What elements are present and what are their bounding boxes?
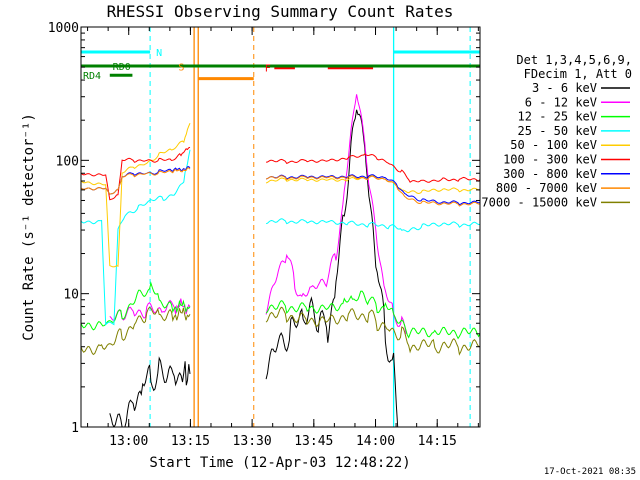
y-axis-label: Count Rate (s⁻¹ detector⁻¹): [21, 113, 37, 341]
legend-header-line-1: Det 1,3,4,5,6,9,: [516, 53, 632, 67]
legend: Det 1,3,4,5,6,9, FDecim 1, Att 0 3 - 6 k…: [481, 53, 632, 209]
series-line-12-25keV-kev-0: [81, 281, 191, 331]
series-line-100-300keV-kev-1: [265, 153, 480, 183]
plot-area: N S F RD0 RD4: [81, 27, 480, 427]
x-tick-label: 13:30: [233, 434, 272, 449]
legend-label: 25 - 50 keV: [518, 124, 597, 138]
legend-label: 7000 - 15000 keV: [481, 195, 597, 209]
chart-title: RHESSI Observing Summary Count Rates: [107, 2, 454, 21]
series-line-800-7000keV-kev-0: [81, 167, 191, 195]
series-line-6-12keV-kev-1: [265, 94, 407, 334]
axes: 13:00 13:15 13:30 13:45 14:00 14:15 1 10 100 1000: [48, 21, 480, 449]
x-tick-label: 14:00: [356, 434, 395, 449]
marker-label-s: S: [178, 63, 184, 74]
y-tick-label: 10: [63, 288, 79, 303]
series-line-7000-15000keV-kev-0: [81, 306, 191, 356]
series-line-25-50keV-kev-0: [81, 149, 191, 326]
marker-label-rd4: RD4: [83, 71, 101, 82]
marker-label-f: F: [265, 64, 271, 75]
x-tick-label: 13:45: [294, 434, 333, 449]
x-tick-label: 13:15: [171, 434, 210, 449]
legend-label: 50 - 100 keV: [510, 138, 597, 152]
y-tick-label: 1000: [48, 21, 79, 36]
series-line-3-6keV-kev-0: [109, 356, 191, 427]
series-line-12-25keV-kev-1: [265, 290, 480, 340]
marker-label-n: N: [156, 48, 162, 59]
series-line-50-100keV-kev-0: [81, 123, 191, 268]
legend-label: 3 - 6 keV: [532, 81, 597, 95]
series-line-300-800keV-kev-1: [265, 174, 480, 206]
series-line-25-50keV-kev-1: [265, 218, 480, 233]
series-line-100-300keV-kev-0: [81, 146, 191, 201]
y-tick-label: 1: [71, 421, 79, 436]
series-line-6-12keV-kev-0: [109, 298, 191, 321]
series-line-50-100keV-kev-1: [265, 175, 480, 195]
legend-label: 300 - 800 keV: [503, 167, 597, 181]
series-line-800-7000keV-kev-1: [265, 175, 480, 207]
legend-header-line-2: FDecim 1, Att 0: [524, 67, 632, 81]
x-axis-label: Start Time (12-Apr-03 12:48:22): [149, 455, 410, 471]
plot-frame: [80, 26, 481, 428]
series-line-7000-15000keV-kev-1: [265, 306, 480, 356]
footer-date: 17-Oct-2021 08:35: [544, 467, 636, 477]
legend-label: 12 - 25 keV: [518, 110, 597, 124]
x-tick-label: 13:00: [109, 434, 148, 449]
marker-label-rd0: RD0: [113, 62, 131, 73]
x-tick-label: 14:15: [418, 434, 457, 449]
legend-label: 100 - 300 keV: [503, 153, 597, 167]
y-tick-label: 100: [56, 154, 79, 169]
legend-label: 800 - 7000 keV: [496, 181, 597, 195]
series-line-3-6keV-kev-1: [265, 109, 399, 427]
legend-label: 6 - 12 keV: [525, 95, 597, 109]
